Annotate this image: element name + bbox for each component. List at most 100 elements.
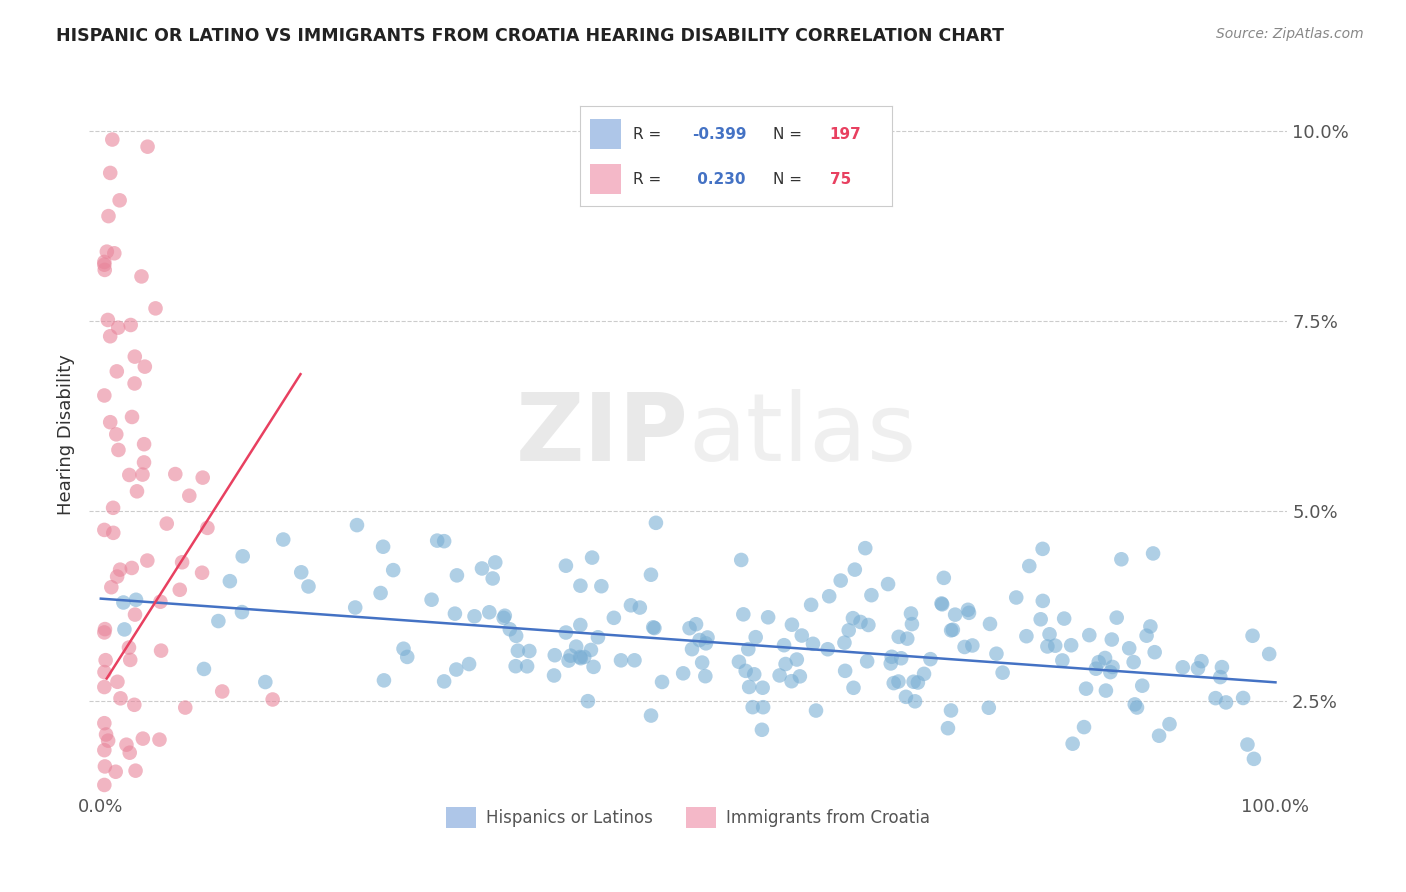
Point — [290, 566, 312, 580]
Point — [131, 467, 153, 482]
Point — [1101, 660, 1123, 674]
Point — [939, 624, 962, 638]
Point — [834, 664, 856, 678]
Point — [804, 704, 827, 718]
Point — [1143, 645, 1166, 659]
Point — [120, 653, 142, 667]
Point — [148, 732, 170, 747]
Point — [751, 723, 773, 737]
Point — [124, 607, 146, 622]
Point — [1118, 641, 1140, 656]
Point — [581, 550, 603, 565]
Point — [645, 516, 668, 530]
Point — [98, 166, 121, 180]
Point — [211, 684, 233, 698]
Point — [678, 621, 700, 635]
Point — [179, 489, 201, 503]
Point — [104, 764, 127, 779]
Point — [93, 625, 115, 640]
Point — [1005, 591, 1028, 605]
Point — [887, 630, 910, 644]
Point — [737, 642, 759, 657]
Point — [1015, 629, 1038, 643]
Point — [373, 673, 395, 688]
Point — [262, 692, 284, 706]
Point — [1018, 559, 1040, 574]
Point — [582, 660, 605, 674]
Point — [149, 595, 172, 609]
Point — [741, 700, 763, 714]
Point — [505, 659, 527, 673]
Point — [623, 653, 645, 667]
Point — [1139, 619, 1161, 633]
Point — [1159, 717, 1181, 731]
Point — [93, 716, 115, 731]
Point — [956, 603, 979, 617]
Point — [554, 558, 576, 573]
Point — [1038, 627, 1060, 641]
Point — [93, 388, 115, 402]
Point — [1111, 552, 1133, 566]
Point — [574, 649, 596, 664]
Point — [370, 586, 392, 600]
Point — [124, 764, 146, 778]
Point — [685, 617, 707, 632]
Point — [858, 618, 880, 632]
Point — [1084, 662, 1107, 676]
Point — [471, 561, 494, 575]
Point — [174, 700, 197, 714]
Point — [1099, 665, 1122, 680]
Point — [903, 674, 925, 689]
Point — [484, 555, 506, 569]
Point — [132, 455, 155, 469]
Point — [620, 599, 643, 613]
Point — [842, 611, 865, 625]
Point — [218, 574, 240, 589]
Point — [446, 663, 468, 677]
Point — [834, 635, 856, 649]
Point — [197, 521, 219, 535]
Point — [986, 647, 1008, 661]
Point — [125, 592, 148, 607]
Point — [136, 553, 159, 567]
Point — [112, 595, 135, 609]
Point — [890, 651, 912, 665]
Point — [1078, 628, 1101, 642]
Point — [1236, 738, 1258, 752]
Point — [752, 700, 775, 714]
Point — [392, 641, 415, 656]
Point — [97, 733, 120, 747]
Point — [150, 643, 173, 657]
Point — [860, 588, 883, 602]
Point — [817, 642, 839, 657]
Point — [894, 690, 917, 704]
Point — [191, 470, 214, 484]
Point — [1087, 655, 1109, 669]
Point — [93, 743, 115, 757]
Point — [907, 675, 929, 690]
Point — [672, 666, 695, 681]
Point — [94, 653, 117, 667]
Point — [931, 597, 953, 611]
Point — [426, 533, 449, 548]
Point — [145, 301, 167, 316]
Point — [433, 534, 456, 549]
Point — [932, 571, 955, 585]
Point — [789, 669, 811, 683]
Point — [108, 194, 131, 208]
Point — [344, 600, 367, 615]
Point — [1032, 594, 1054, 608]
Point — [690, 656, 713, 670]
Point — [94, 759, 117, 773]
Point — [786, 652, 808, 666]
Point — [100, 580, 122, 594]
Point — [603, 611, 626, 625]
Point — [1135, 629, 1157, 643]
Point — [120, 318, 142, 332]
Point — [506, 643, 529, 657]
Point — [517, 644, 540, 658]
Y-axis label: Hearing Disability: Hearing Disability — [58, 355, 75, 516]
Text: atlas: atlas — [688, 389, 917, 481]
Point — [396, 649, 419, 664]
Point — [569, 650, 592, 665]
